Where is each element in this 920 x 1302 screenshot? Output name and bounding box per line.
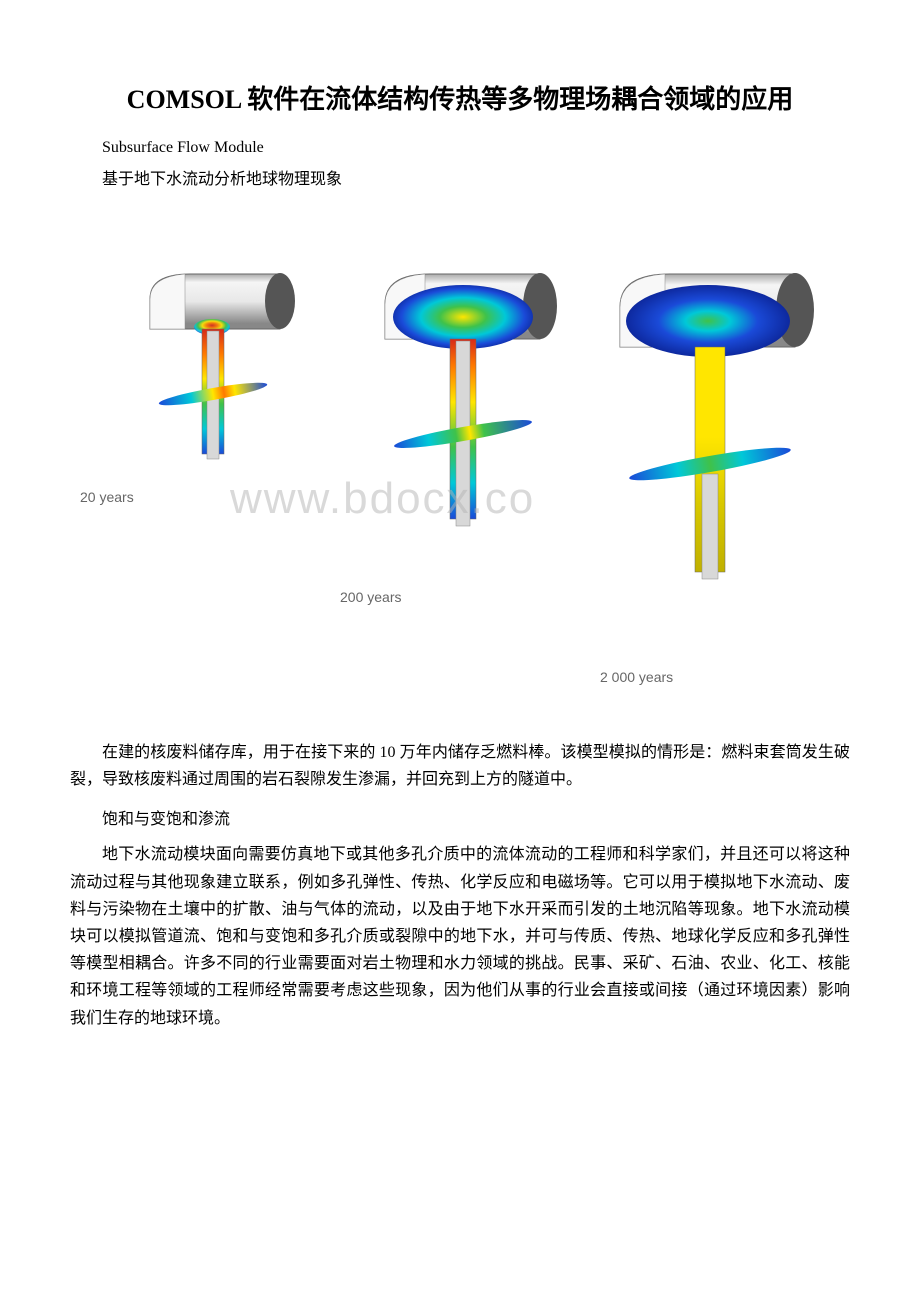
simulation-figure: 20 years 200 years 2 000 years www.bdocx… bbox=[70, 229, 850, 709]
sim-2000-years bbox=[580, 269, 840, 714]
section-heading: 饱和与变饱和渗流 bbox=[70, 805, 850, 829]
sim-20-years bbox=[120, 269, 320, 594]
figure-caption: 在建的核废料储存库，用于在接下来的 10 万年内储存乏燃料棒。该模型模拟的情形是… bbox=[70, 739, 850, 793]
page-title: COMSOL 软件在流体结构传热等多物理场耦合领域的应用 bbox=[70, 80, 850, 119]
body-paragraph: 地下水流动模块面向需要仿真地下或其他多孔介质中的流体流动的工程师和科学家们，并且… bbox=[70, 841, 850, 1031]
subtitle-chinese: 基于地下水流动分析地球物理现象 bbox=[70, 165, 850, 189]
label-200-years: 200 years bbox=[340, 589, 401, 605]
subtitle-english: Subsurface Flow Module bbox=[70, 139, 850, 157]
label-2000-years: 2 000 years bbox=[600, 669, 673, 685]
label-20-years: 20 years bbox=[80, 489, 134, 505]
